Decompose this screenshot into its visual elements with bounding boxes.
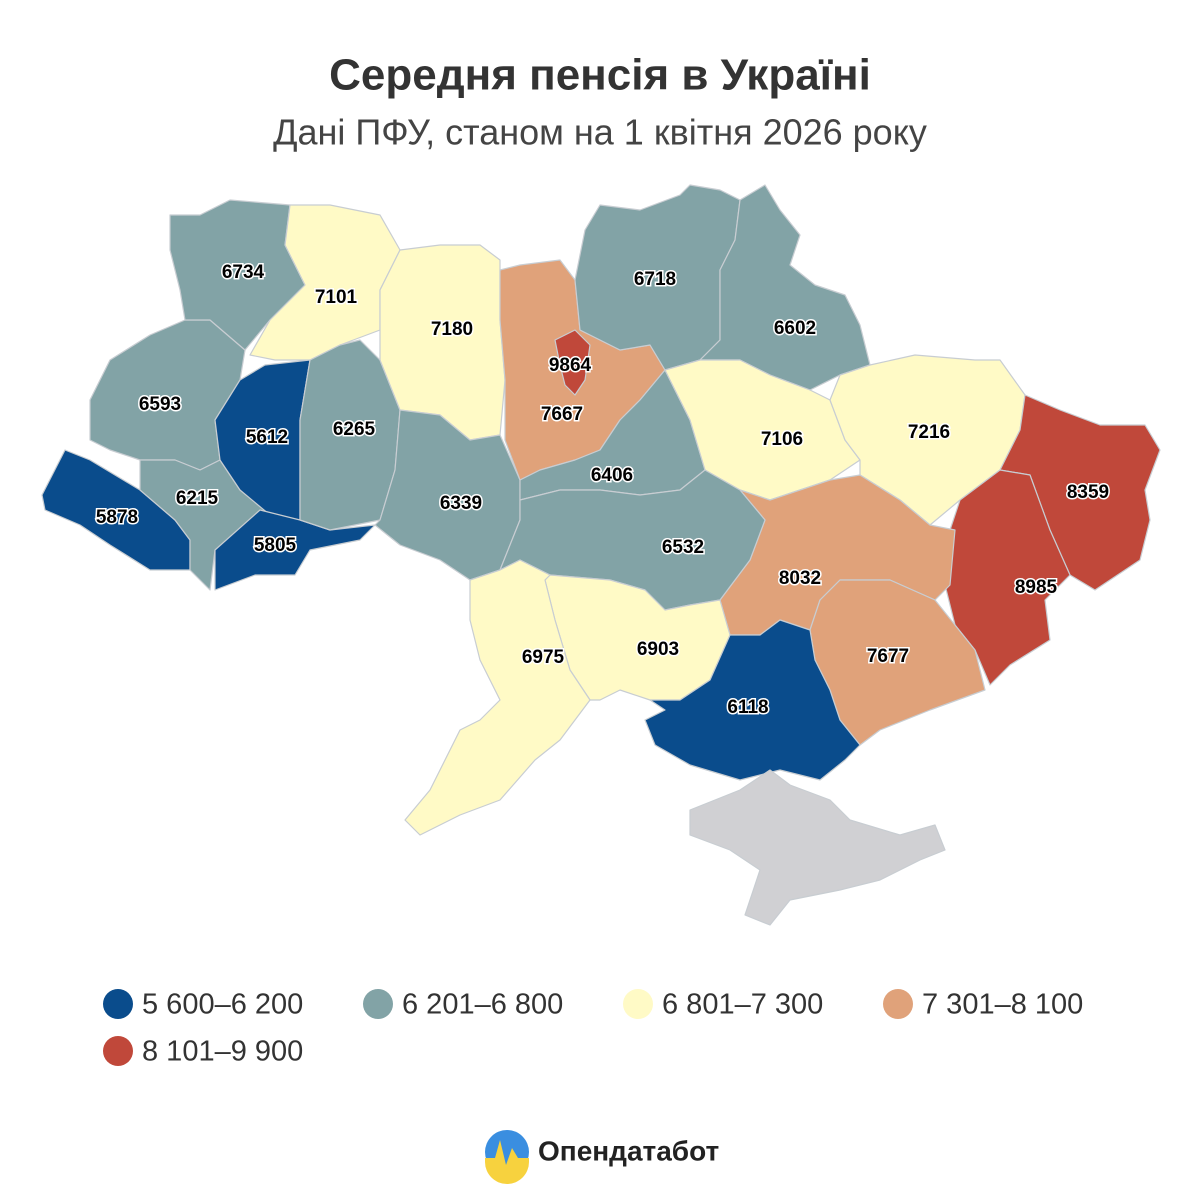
region-value: 5612: [246, 427, 288, 448]
region-value: 7180: [431, 319, 473, 340]
region: [644, 619, 861, 781]
brand: Опендатабот: [485, 1130, 719, 1184]
legend-label: 5 600–6 200: [142, 989, 303, 1021]
region-value: 6339: [440, 493, 482, 514]
legend-swatch: [103, 989, 133, 1019]
region-value: 6532: [662, 537, 704, 558]
legend-label: 7 301–8 100: [922, 989, 1083, 1021]
region-labels: 6734 7101 7180 9864 7667 6718 6602 6593 …: [94, 261, 1110, 720]
legend-label: 8 101–9 900: [142, 1036, 303, 1068]
region: [404, 559, 591, 836]
legend-swatch: [883, 989, 913, 1019]
region-value: 6903: [637, 639, 679, 660]
region-value: 6118: [727, 697, 768, 718]
region: [379, 244, 506, 441]
legend-swatch: [103, 1036, 133, 1066]
brand-name: Опендатабот: [538, 1135, 719, 1166]
region-value: 8985: [1015, 577, 1058, 598]
legend-swatch: [363, 989, 393, 1019]
region: [554, 329, 591, 396]
region-value: 6734: [222, 262, 265, 283]
region-value: 8032: [779, 568, 821, 589]
legend-label: 6 801–7 300: [662, 989, 823, 1021]
region-value: 5805: [254, 535, 297, 556]
region-value: 6406: [591, 465, 633, 486]
title: Середня пенсія в Україні: [329, 51, 871, 100]
legend-label: 6 201–6 800: [402, 989, 563, 1021]
region-value: 7677: [867, 646, 909, 667]
region-value: 5878: [96, 507, 138, 528]
region-value: 7667: [541, 404, 583, 425]
subtitle: Дані ПФУ, станом на 1 квітня 2026 року: [273, 112, 927, 153]
region-value: 7216: [908, 422, 950, 443]
region-value: 6265: [333, 419, 376, 440]
crimea: [689, 769, 946, 926]
region-value: 6215: [176, 488, 219, 509]
region-value: 6718: [634, 269, 676, 290]
region-value: 6975: [522, 647, 565, 668]
legend-swatch: [623, 989, 653, 1019]
region-value: 9864: [549, 355, 592, 376]
region-value: 6602: [774, 318, 816, 339]
region-value: 7106: [761, 429, 803, 450]
legend: 5 600–6 200 6 201–6 800 6 801–7 300 7 30…: [103, 989, 1083, 1068]
brand-logo-wave: [485, 1140, 529, 1184]
region-value: 7101: [315, 287, 358, 308]
region-value: 6593: [139, 394, 181, 415]
region-value: 8359: [1067, 482, 1109, 503]
map: [41, 184, 1161, 926]
